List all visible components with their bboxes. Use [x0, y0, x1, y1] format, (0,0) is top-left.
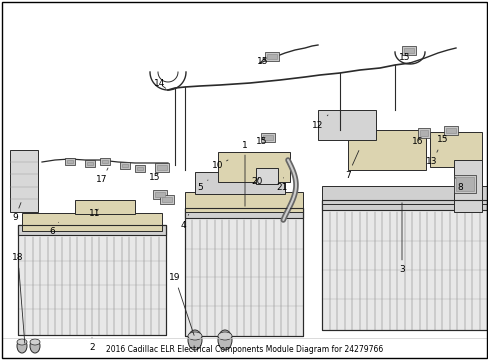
Bar: [135, 165, 145, 172]
Bar: [317, 110, 375, 140]
Text: 10: 10: [212, 160, 227, 171]
Bar: [120, 162, 130, 169]
Text: 4: 4: [180, 215, 188, 230]
Bar: [100, 158, 110, 165]
Bar: [453, 175, 475, 193]
Bar: [22, 213, 162, 231]
Text: 12: 12: [312, 115, 327, 130]
Text: 1: 1: [242, 140, 247, 206]
Bar: [261, 133, 274, 142]
Bar: [155, 163, 169, 172]
Bar: [87, 162, 93, 165]
Text: 14: 14: [154, 80, 165, 89]
Bar: [184, 208, 303, 336]
Bar: [266, 54, 276, 59]
Text: 15: 15: [436, 135, 448, 144]
Text: 17: 17: [96, 168, 108, 184]
Ellipse shape: [30, 339, 40, 353]
Bar: [155, 192, 164, 197]
Bar: [218, 152, 289, 182]
Bar: [321, 186, 486, 204]
Bar: [347, 130, 425, 170]
Bar: [18, 225, 165, 335]
Bar: [321, 200, 486, 330]
Ellipse shape: [17, 339, 27, 353]
Bar: [75, 200, 135, 214]
Bar: [403, 48, 413, 53]
Bar: [263, 135, 272, 140]
Bar: [122, 164, 128, 167]
Ellipse shape: [187, 332, 202, 340]
Text: 6: 6: [49, 222, 59, 237]
Bar: [153, 190, 167, 199]
Bar: [417, 128, 429, 138]
Text: 3: 3: [398, 203, 404, 274]
Bar: [65, 158, 75, 165]
Ellipse shape: [187, 330, 202, 350]
Text: 7: 7: [345, 150, 358, 180]
Text: 15: 15: [256, 138, 267, 147]
Bar: [137, 167, 142, 170]
Text: 21: 21: [276, 178, 287, 193]
Ellipse shape: [218, 330, 231, 350]
Bar: [443, 126, 457, 135]
Text: 18: 18: [12, 253, 25, 343]
Bar: [18, 225, 165, 235]
Bar: [184, 208, 303, 218]
Bar: [184, 192, 303, 212]
Ellipse shape: [17, 339, 27, 345]
Bar: [453, 160, 481, 212]
Text: 19: 19: [169, 274, 194, 336]
Bar: [445, 128, 455, 133]
Bar: [85, 160, 95, 167]
Text: 2: 2: [89, 338, 95, 352]
Text: 2016 Cadillac ELR Electrical Components Module Diagram for 24279766: 2016 Cadillac ELR Electrical Components …: [106, 345, 382, 354]
Bar: [67, 160, 73, 163]
Bar: [160, 195, 174, 204]
Bar: [195, 172, 285, 194]
Text: 13: 13: [426, 150, 437, 166]
Bar: [18, 225, 165, 335]
Bar: [162, 197, 172, 202]
Bar: [256, 168, 278, 184]
Bar: [102, 160, 108, 163]
Bar: [321, 200, 486, 210]
Text: 9: 9: [12, 203, 21, 222]
Ellipse shape: [218, 332, 231, 340]
Text: 8: 8: [454, 177, 462, 193]
Text: 15: 15: [257, 58, 268, 67]
Text: 16: 16: [411, 138, 423, 147]
Text: 20: 20: [251, 177, 262, 186]
Bar: [184, 208, 303, 336]
Text: 15: 15: [149, 172, 161, 181]
Bar: [10, 150, 38, 212]
Bar: [321, 200, 486, 330]
Text: 15: 15: [398, 54, 410, 63]
Bar: [264, 52, 279, 61]
Text: 11: 11: [89, 208, 101, 217]
Bar: [157, 165, 167, 170]
Text: 5: 5: [197, 180, 207, 193]
Bar: [419, 130, 427, 136]
Bar: [455, 177, 473, 191]
Ellipse shape: [30, 339, 40, 345]
Bar: [429, 132, 481, 167]
Bar: [401, 46, 415, 55]
